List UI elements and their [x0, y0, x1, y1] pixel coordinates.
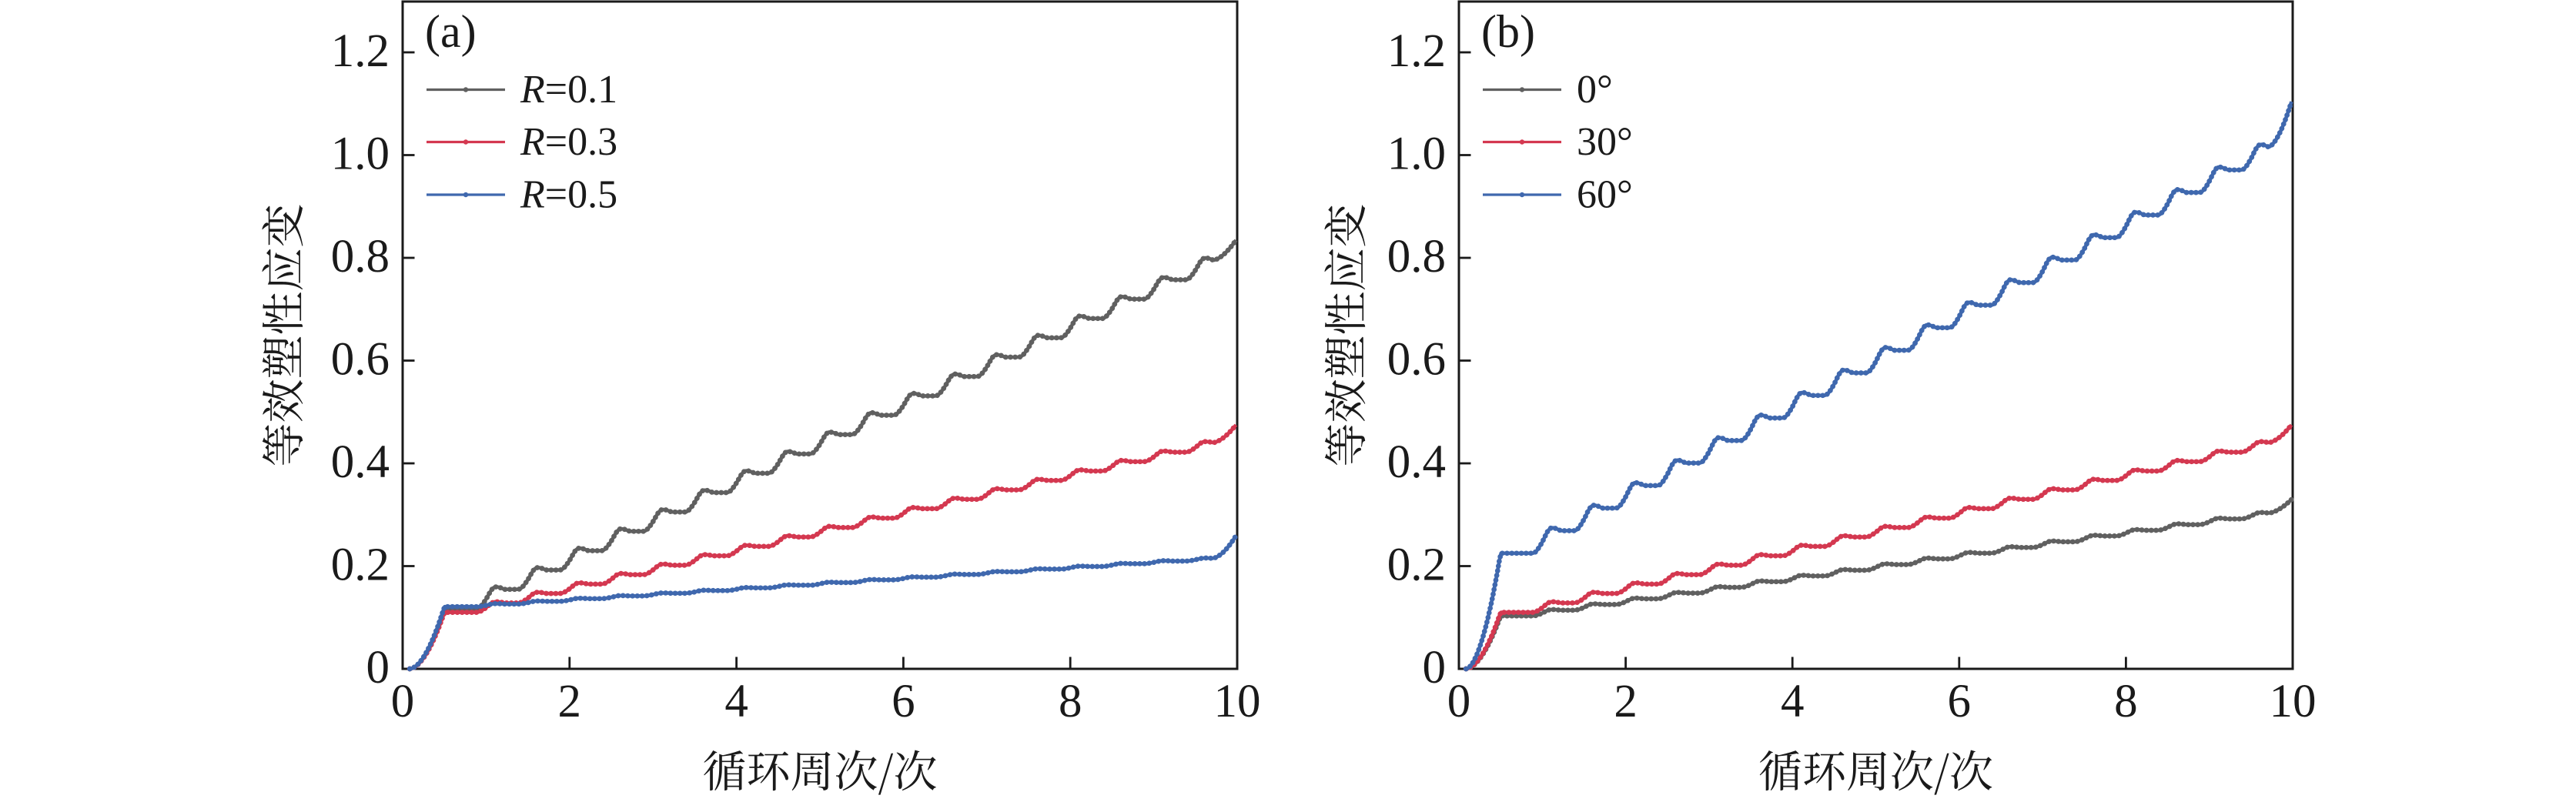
cjk-glyph — [748, 751, 788, 791]
series-markers-2 — [406, 533, 1239, 672]
x-tick-label: 10 — [2270, 676, 2317, 727]
cjk-glyph — [1324, 424, 1366, 466]
legend-label: 0° — [1577, 68, 1613, 112]
cjk-glyph — [262, 205, 303, 246]
legend-marker-dot — [1519, 192, 1525, 198]
x-tick-label: 2 — [558, 676, 582, 727]
panel-b-plot-frame — [1457, 0, 2294, 670]
y-tick-label: 0.2 — [1387, 540, 1446, 591]
x-tick-label: 4 — [724, 676, 748, 727]
legend-item-2: 60° — [1483, 173, 1633, 217]
y-tick-label: 1.0 — [331, 129, 390, 180]
cjk-glyph — [1892, 750, 1933, 791]
y-tick-label: 1.2 — [1387, 25, 1446, 77]
x-tick-label: 4 — [1781, 676, 1805, 727]
cjk-glyph — [262, 292, 303, 334]
x-axis-title — [1759, 750, 1992, 795]
legend-label: 60° — [1577, 173, 1633, 217]
y-tick-label: 0 — [1423, 642, 1447, 693]
panel-a-plot-frame — [401, 0, 1239, 670]
y-tick-label: 0 — [366, 642, 390, 693]
panel-b-group: 0 0.2 0.4 0.6 0.8 1.0 1.2 0 2 4 6 8 10 (b) 0° 30° 60° — [1324, 0, 2317, 795]
x-tick-label: 8 — [1059, 676, 1082, 727]
y-axis-title — [1324, 205, 1366, 466]
legend-item-0: 0° — [1483, 68, 1613, 112]
series-markers-1 — [1463, 422, 2294, 672]
cjk-glyph — [1324, 379, 1366, 422]
y-tick-label: 1.0 — [1387, 129, 1446, 180]
legend-marker-dot — [463, 192, 469, 198]
x-tick-label: 6 — [1948, 676, 1972, 727]
series-line-0 — [409, 239, 1238, 671]
y-tick-label: 0.8 — [1387, 231, 1446, 282]
y-tick-label: 1.2 — [331, 25, 390, 77]
legend-item-0: R=0.1 — [427, 68, 617, 112]
legend-marker-dot — [463, 87, 469, 92]
x-tick-label: 6 — [892, 676, 915, 727]
cjk-glyph — [262, 424, 303, 466]
series-line-1 — [409, 423, 1238, 671]
cjk-glyph — [791, 751, 831, 791]
cjk-glyph — [262, 379, 303, 422]
series-markers-1 — [406, 422, 1239, 672]
legend-label: R=0.1 — [520, 68, 617, 112]
y-tick-label: 0.4 — [1387, 436, 1446, 488]
legend-label: 30° — [1577, 120, 1633, 164]
series-markers-0 — [1463, 496, 2294, 672]
series-markers-2 — [1463, 99, 2294, 672]
x-tick-label: 8 — [2114, 676, 2138, 727]
x-tick-label: 2 — [1614, 676, 1638, 727]
y-axis-title — [262, 205, 303, 466]
cjk-glyph — [262, 249, 303, 290]
cjk-glyph — [1951, 750, 1992, 791]
cjk-glyph — [1324, 205, 1366, 246]
y-tick-label: 0.6 — [1387, 334, 1446, 386]
y-tick-label: 0.4 — [331, 436, 390, 488]
cjk-glyph — [1934, 753, 1949, 795]
legend-label: R=0.5 — [520, 173, 617, 217]
panel-label: (a) — [425, 6, 477, 57]
panel-a-group: 0 0.2 0.4 0.6 0.8 1.0 1.2 0 2 4 6 8 10 (a) R=0.1 R=0.3 R… — [262, 0, 1261, 795]
x-tick-label: 0 — [391, 676, 415, 727]
cjk-glyph — [1324, 336, 1363, 378]
series-markers-0 — [406, 237, 1239, 672]
x-axis-title — [704, 750, 936, 795]
series-line-1 — [1465, 423, 2293, 671]
legend-item-1: 30° — [1483, 120, 1633, 164]
cjk-glyph — [836, 750, 877, 791]
cjk-glyph — [704, 750, 745, 791]
x-tick-label: 0 — [1447, 676, 1471, 727]
cjk-glyph — [1324, 249, 1366, 290]
cjk-glyph — [1848, 751, 1887, 791]
cjk-glyph — [878, 753, 894, 795]
cjk-glyph — [1324, 292, 1366, 334]
y-tick-label: 0.2 — [331, 540, 390, 591]
cjk-glyph — [262, 336, 301, 378]
y-tick-label: 0.6 — [331, 334, 390, 386]
cjk-glyph — [895, 750, 936, 791]
legend-item-2: R=0.5 — [427, 173, 617, 217]
cjk-glyph — [1759, 750, 1801, 791]
legend-marker-dot — [463, 139, 469, 145]
panel-label: (b) — [1481, 6, 1535, 57]
legend-label: R=0.3 — [520, 120, 617, 164]
legend-marker-dot — [1519, 87, 1525, 92]
x-tick-label: 10 — [1214, 676, 1261, 727]
y-tick-label: 0.8 — [331, 231, 390, 282]
legend-item-1: R=0.3 — [427, 120, 617, 164]
legend-marker-dot — [1519, 139, 1525, 145]
cjk-glyph — [1804, 751, 1845, 791]
